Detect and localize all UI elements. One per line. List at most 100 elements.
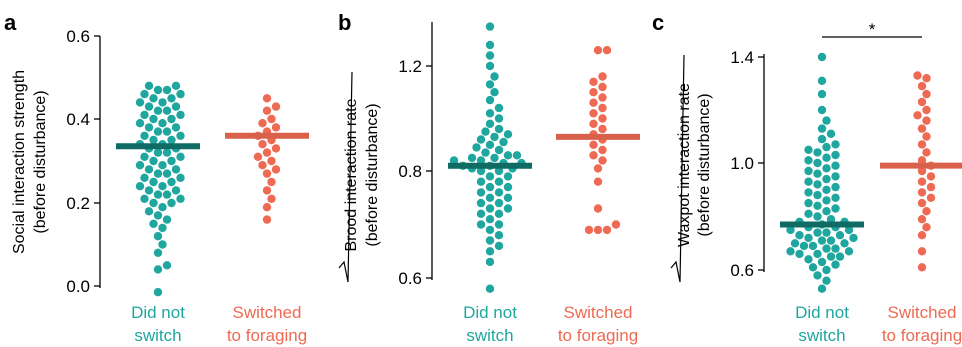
dot-a-did-not-switch-14 [140,194,149,203]
dot-b-switched-25 [602,46,612,55]
dot-c-switched-15 [922,148,931,157]
dot-b-did-not-switch-23 [476,177,486,186]
dot-a-did-not-switch-46 [153,127,163,136]
dot-b-did-not-switch-5 [494,231,504,240]
dot-c-switched-21 [922,105,931,115]
dot-c-switched-7 [926,193,936,202]
category-label-b-1-line1: Switched [564,303,633,322]
dot-c-switched-8 [917,188,927,197]
dot-a-did-not-switch-32 [149,156,158,166]
dot-b-did-not-switch-54 [485,95,495,105]
dot-c-did-not-switch-43 [831,193,840,202]
dot-b-did-not-switch-6 [485,225,495,235]
dot-a-switched-12 [258,140,267,149]
dot-a-did-not-switch-68 [144,81,154,91]
dot-c-switched-16 [917,140,927,149]
dot-a-switched-3 [262,186,272,195]
dot-a-switched-11 [271,144,281,153]
y-tick-label-b-0: 0.6 [398,269,422,288]
dot-c-did-not-switch-13 [786,247,795,256]
dot-c-did-not-switch-69 [817,89,827,99]
dot-a-switched-17 [258,119,267,128]
dot-a-switched-19 [262,106,272,115]
dot-a-did-not-switch-29 [171,165,181,174]
dot-c-switched-4 [917,215,927,224]
dot-b-did-not-switch-45 [476,135,486,144]
dot-c-did-not-switch-52 [813,169,822,178]
dot-c-did-not-switch-65 [826,129,836,138]
dot-a-did-not-switch-47 [162,127,172,136]
dot-a-did-not-switch-26 [153,169,163,178]
dot-a-did-not-switch-69 [171,81,181,91]
dot-a-did-not-switch-67 [162,85,172,95]
dot-b-did-not-switch-53 [494,103,504,113]
dot-c-did-not-switch-45 [804,188,813,197]
dot-b-did-not-switch-44 [499,137,508,147]
dot-b-did-not-switch-25 [503,172,513,181]
dot-c-did-not-switch-3 [822,265,831,275]
dot-a-did-not-switch-11 [158,203,167,212]
dot-c-did-not-switch-19 [790,239,800,248]
dot-a-did-not-switch-15 [176,194,185,203]
y-axis-label-a: Social interaction strength [11,70,28,254]
dot-c-switched-17 [922,132,931,141]
dot-b-did-not-switch-18 [494,188,504,197]
dot-a-did-not-switch-33 [167,156,176,166]
dot-a-did-not-switch-3 [153,248,163,257]
dot-b-did-not-switch-43 [485,140,495,149]
dot-a-switched-8 [267,156,276,166]
dot-b-did-not-switch-4 [485,236,495,245]
dot-b-switched-10 [589,140,598,149]
dot-c-did-not-switch-17 [799,241,809,251]
dot-c-did-not-switch-11 [795,249,804,259]
y-tick-label-c-1: 1.0 [730,154,754,173]
dot-a-did-not-switch-60 [158,98,167,107]
dot-c-did-not-switch-1 [822,276,831,285]
dot-b-did-not-switch-40 [481,148,490,157]
dot-c-switched-25 [922,74,931,83]
dot-a-did-not-switch-35 [176,152,185,161]
dot-b-did-not-switch-47 [503,130,513,139]
dot-a-did-not-switch-54 [140,110,149,120]
dot-c-did-not-switch-5 [831,260,840,269]
dot-a-switched-5 [262,169,272,178]
dot-a-did-not-switch-43 [167,135,176,145]
dot-a-did-not-switch-51 [135,119,145,128]
dot-c-did-not-switch-24 [835,231,845,240]
dot-b-switched-13 [598,124,607,134]
dot-c-did-not-switch-59 [831,150,840,160]
dot-c-switched-1 [917,247,927,256]
dot-c-did-not-switch-27 [813,228,822,237]
dot-a-did-not-switch-20 [158,182,167,191]
dot-b-did-not-switch-16 [485,193,495,202]
dot-c-did-not-switch-44 [813,190,822,200]
panel-letter-a: a [4,10,17,35]
category-label-c-1-line2: to foraging [882,326,962,345]
category-label-c-0-line2: switch [798,326,845,345]
dot-c-did-not-switch-38 [822,207,831,216]
dot-b-did-not-switch-58 [485,61,495,71]
dot-b-did-not-switch-38 [503,151,513,160]
dot-a-did-not-switch-2 [162,261,172,270]
dot-b-did-not-switch-8 [476,220,486,229]
dot-a-did-not-switch-31 [135,161,145,170]
dot-a-switched-10 [262,148,272,157]
dot-c-switched-20 [913,111,922,120]
dot-c-switched-26 [913,71,922,80]
category-label-b-1-line2: to foraging [558,326,638,345]
dot-a-switched-6 [271,165,281,174]
dot-a-switched-0 [262,215,272,224]
dot-b-did-not-switch-7 [494,220,504,229]
dot-a-did-not-switch-53 [167,114,176,124]
dot-a-did-not-switch-49 [171,123,181,132]
dot-b-switched-22 [589,77,598,87]
dot-b-switched-3 [611,220,621,229]
dot-b-did-not-switch-3 [494,241,504,251]
dot-a-did-not-switch-42 [149,135,158,145]
dot-b-switched-9 [598,145,607,155]
dot-a-did-not-switch-66 [153,85,163,95]
dot-a-did-not-switch-44 [140,131,149,140]
y-tick-label-b-2: 1.2 [398,57,422,76]
dot-c-did-not-switch-63 [831,140,840,149]
